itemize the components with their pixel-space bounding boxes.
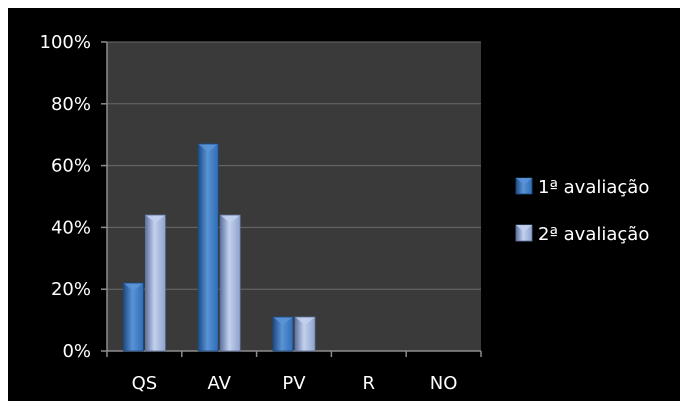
bar-bevel	[123, 283, 144, 292]
axes	[101, 41, 482, 357]
y-tick-label: 60%	[51, 156, 91, 177]
bar-series-1-av	[197, 143, 219, 352]
bar-bevel	[198, 143, 219, 152]
bar-edge	[219, 214, 241, 352]
x-tick-label: R	[363, 373, 376, 394]
legend-entry-2: 2ª avaliação	[515, 224, 649, 245]
y-tick-label: 100%	[40, 32, 91, 53]
bar-body	[198, 143, 219, 351]
bar-bevel	[220, 215, 241, 224]
bar-body	[273, 317, 293, 351]
bars	[123, 143, 316, 352]
bar-series-2-qs	[144, 214, 166, 352]
x-tick-label: AV	[207, 373, 231, 394]
grid-lines	[107, 41, 481, 290]
y-tick-labels: 0% 20% 40% 60% 80% 100%	[40, 32, 91, 362]
bar-edge	[123, 282, 144, 352]
legend-entry-1: 1ª avaliação	[515, 177, 649, 198]
bar-edge	[294, 316, 316, 352]
legend-swatch-bevel	[516, 225, 532, 232]
bar-body	[220, 215, 241, 351]
bar-edge	[197, 143, 219, 352]
legend-label: 2ª avaliação	[538, 224, 649, 245]
plot-area	[107, 42, 481, 351]
y-tick-label: 0%	[62, 341, 91, 362]
y-tick-label: 20%	[51, 279, 91, 300]
bar-series-2-av	[219, 214, 241, 352]
bar-edge	[272, 316, 294, 352]
bar-bevel	[273, 317, 293, 326]
x-tick-labels: QS AV PV R NO	[132, 373, 458, 394]
bar-body	[295, 317, 315, 351]
x-tick-label: PV	[282, 373, 306, 394]
bar-edge	[144, 214, 166, 352]
bar-bevel	[145, 215, 166, 224]
chart-frame: 0% 20% 40% 60% 80% 100% QS AV PV R NO 1ª avaliaçã…	[8, 8, 680, 401]
y-tick-label: 40%	[51, 217, 91, 238]
x-tick-label: NO	[430, 373, 458, 394]
bar-body	[145, 215, 166, 351]
bar-bevel	[295, 317, 315, 326]
legend-swatch-bevel	[516, 178, 532, 185]
legend-label: 1ª avaliação	[538, 177, 649, 198]
legend: 1ª avaliação 2ª avaliação	[515, 177, 649, 245]
x-tick-label: QS	[132, 373, 158, 394]
bar-chart: 0% 20% 40% 60% 80% 100% QS AV PV R NO 1ª avaliaçã…	[40, 32, 650, 394]
bar-body	[123, 283, 144, 351]
bar-series-1-qs	[123, 282, 144, 352]
bar-series-2-pv	[294, 316, 316, 352]
bar-series-1-pv	[272, 316, 294, 352]
y-tick-label: 80%	[51, 94, 91, 115]
